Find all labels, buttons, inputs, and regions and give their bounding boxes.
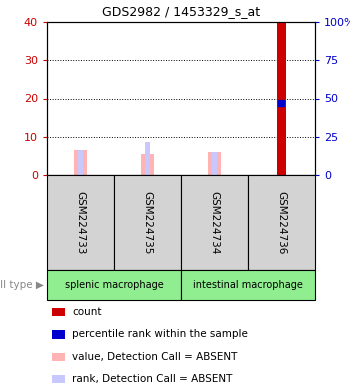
Bar xyxy=(181,270,315,300)
Bar xyxy=(209,152,220,175)
Bar xyxy=(141,154,154,175)
Text: percentile rank within the sample: percentile rank within the sample xyxy=(72,329,248,339)
Text: intestinal macrophage: intestinal macrophage xyxy=(193,280,303,290)
Text: value, Detection Call = ABSENT: value, Detection Call = ABSENT xyxy=(72,352,238,362)
Bar xyxy=(47,270,181,300)
Bar xyxy=(212,152,217,175)
Bar xyxy=(75,150,86,175)
Bar xyxy=(114,175,181,270)
Bar xyxy=(47,175,114,270)
Text: GSM224734: GSM224734 xyxy=(210,191,219,254)
Text: GSM224736: GSM224736 xyxy=(276,191,287,254)
Bar xyxy=(78,150,83,175)
Text: rank, Detection Call = ABSENT: rank, Detection Call = ABSENT xyxy=(72,374,233,384)
Bar xyxy=(146,142,149,175)
Title: GDS2982 / 1453329_s_at: GDS2982 / 1453329_s_at xyxy=(102,5,260,18)
Bar xyxy=(248,175,315,270)
Bar xyxy=(278,22,286,175)
Text: GSM224735: GSM224735 xyxy=(142,191,153,254)
Text: count: count xyxy=(72,307,102,317)
Bar xyxy=(181,175,248,270)
Text: cell type ▶: cell type ▶ xyxy=(0,280,44,290)
Text: splenic macrophage: splenic macrophage xyxy=(65,280,163,290)
Text: GSM224733: GSM224733 xyxy=(76,191,85,254)
